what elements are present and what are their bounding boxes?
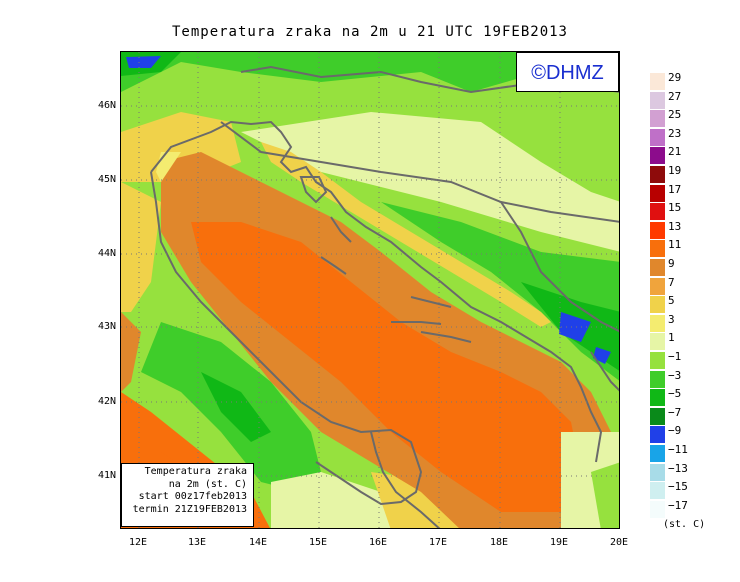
coastline-layer bbox=[150, 65, 619, 528]
legend-swatch bbox=[650, 500, 665, 518]
lat-label-45n: 45N bbox=[97, 174, 116, 185]
lon-label-16e: 16E bbox=[368, 537, 388, 548]
graticule bbox=[121, 52, 619, 528]
legend-label: −9 bbox=[668, 424, 682, 438]
legend-label: 29 bbox=[668, 71, 682, 84]
legend-label: −15 bbox=[668, 480, 688, 494]
legend-swatch bbox=[650, 203, 665, 221]
legend-swatch bbox=[650, 110, 665, 128]
lat-label-43n: 43N bbox=[97, 321, 116, 332]
legend-swatch bbox=[650, 314, 665, 332]
lon-label-17e: 17E bbox=[428, 537, 448, 548]
lon-label-15e: 15E bbox=[308, 537, 328, 548]
legend-label: 3 bbox=[668, 312, 675, 326]
lon-label-14e: 14E bbox=[248, 537, 268, 548]
legend-swatch bbox=[650, 73, 665, 90]
temperature-map bbox=[120, 51, 620, 529]
legend-label: 19 bbox=[668, 164, 682, 177]
legend-swatch bbox=[650, 407, 665, 425]
legend-label: 15 bbox=[668, 201, 682, 215]
legend-label: 5 bbox=[668, 294, 675, 308]
legend-label: 21 bbox=[668, 145, 682, 159]
legend-swatch bbox=[650, 240, 665, 258]
lat-label-41n: 41N bbox=[97, 470, 116, 481]
legend-swatch bbox=[650, 445, 665, 462]
legend-swatch bbox=[650, 128, 665, 146]
legend-swatch bbox=[650, 352, 665, 369]
lat-label-44n: 44N bbox=[97, 248, 116, 259]
legend-label: 25 bbox=[668, 108, 682, 122]
info-line-1: Temperatura zraka bbox=[144, 466, 247, 477]
legend-label: 23 bbox=[668, 126, 682, 140]
info-line-3: start 00z17feb2013 bbox=[138, 491, 247, 502]
legend-label: −3 bbox=[668, 368, 682, 382]
legend-units: (st. C) bbox=[663, 519, 706, 530]
legend-label: 1 bbox=[668, 331, 675, 345]
dhmz-logo: ©DHMZ bbox=[516, 52, 619, 92]
info-box: Temperatura zraka na 2m (st. C) start 00… bbox=[121, 463, 254, 527]
lat-label-46n: 46N bbox=[97, 100, 116, 111]
legend-swatch bbox=[650, 389, 665, 407]
legend-label: −1 bbox=[668, 350, 682, 363]
lat-label-42n: 42N bbox=[97, 396, 116, 407]
legend-swatch bbox=[650, 463, 665, 481]
info-line-2: na 2m (st. C) bbox=[168, 478, 247, 490]
legend-swatch bbox=[650, 277, 665, 295]
lon-label-19e: 19E bbox=[549, 537, 569, 548]
legend-label: 13 bbox=[668, 219, 682, 233]
legend-swatch bbox=[650, 221, 665, 239]
legend-label: −5 bbox=[668, 387, 682, 401]
legend-label: −11 bbox=[668, 443, 688, 456]
legend-swatch bbox=[650, 370, 665, 388]
lon-label-18e: 18E bbox=[489, 537, 509, 548]
legend-swatch bbox=[650, 296, 665, 314]
legend-swatch bbox=[650, 333, 665, 351]
legend-label: 11 bbox=[668, 238, 682, 252]
legend-swatch bbox=[650, 91, 665, 109]
legend-swatch bbox=[650, 482, 665, 500]
legend-swatch bbox=[650, 166, 665, 183]
lon-label-12e: 12E bbox=[128, 537, 148, 548]
legend-swatch bbox=[650, 259, 665, 276]
legend-label: −13 bbox=[668, 461, 688, 475]
legend-label: 7 bbox=[668, 275, 675, 289]
legend-label: −17 bbox=[668, 498, 688, 512]
temperature-field bbox=[121, 52, 619, 528]
legend-swatch bbox=[650, 147, 665, 165]
legend-label: 9 bbox=[668, 257, 675, 270]
adriatic-warm-core bbox=[191, 222, 581, 512]
interior-light-zone bbox=[241, 112, 619, 252]
legend-label: 27 bbox=[668, 89, 682, 103]
lon-label-20e: 20E bbox=[609, 537, 629, 548]
legend-label: 17 bbox=[668, 182, 682, 196]
legend-swatch bbox=[650, 184, 665, 202]
map-title: Temperatura zraka na 2m u 21 UTC 19FEB20… bbox=[171, 24, 568, 40]
info-line-4: termin 21Z19FEB2013 bbox=[132, 503, 247, 515]
lon-label-13e: 13E bbox=[187, 537, 207, 548]
legend-label: −7 bbox=[668, 405, 682, 419]
legend-swatch bbox=[650, 426, 665, 444]
